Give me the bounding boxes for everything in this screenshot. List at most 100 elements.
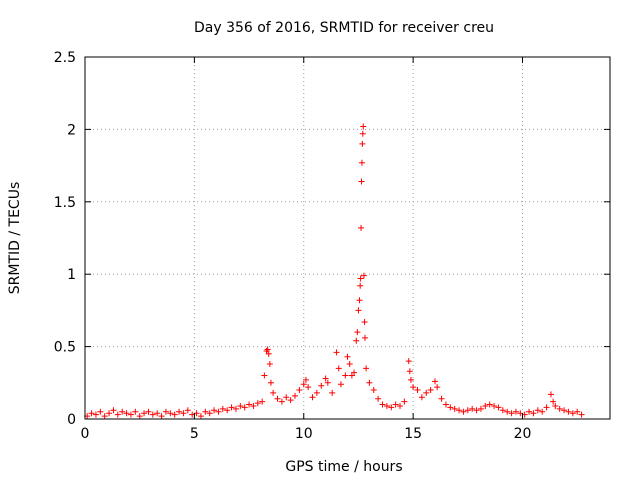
- data-point: [358, 159, 365, 166]
- data-point: [504, 408, 511, 415]
- data-point: [283, 394, 290, 401]
- x-tick-label: 5: [190, 426, 199, 442]
- data-point: [265, 350, 272, 357]
- data-point: [407, 376, 414, 383]
- data-point: [499, 407, 506, 414]
- data-point: [361, 318, 368, 325]
- plot-frame: [84, 56, 611, 420]
- data-point: [543, 404, 550, 411]
- data-point: [184, 407, 191, 414]
- data-point: [123, 410, 130, 417]
- data-point: [278, 398, 285, 405]
- data-point: [574, 408, 581, 415]
- data-point: [101, 413, 108, 420]
- x-tick-label: 0: [81, 426, 90, 442]
- data-point: [451, 405, 458, 412]
- data-point: [362, 334, 368, 341]
- data-point: [561, 407, 568, 414]
- data-point: [211, 407, 218, 414]
- data-point: [274, 395, 281, 402]
- data-point: [267, 379, 274, 386]
- y-tick-label: 2.5: [54, 50, 76, 66]
- data-point: [355, 307, 362, 314]
- data-point: [158, 413, 165, 420]
- data-point: [534, 407, 541, 414]
- y-tick-label: 0.5: [54, 340, 76, 356]
- data-point: [215, 408, 222, 415]
- y-tick-label: 1: [67, 267, 76, 283]
- data-point: [552, 402, 559, 409]
- data-point: [366, 379, 373, 386]
- data-point: [254, 400, 261, 407]
- data-point: [460, 408, 467, 415]
- data-point: [246, 401, 253, 408]
- data-point: [477, 405, 484, 412]
- data-point: [482, 402, 489, 409]
- data-point: [180, 410, 187, 417]
- data-point: [266, 360, 273, 367]
- data-point: [397, 402, 403, 409]
- data-point: [92, 411, 99, 418]
- data-point: [401, 398, 408, 405]
- data-point: [119, 408, 126, 415]
- data-point: [232, 405, 239, 412]
- data-point: [356, 297, 363, 304]
- data-point: [302, 376, 309, 383]
- data-point: [250, 402, 257, 409]
- data-point: [578, 411, 585, 418]
- axis-ticks: 0 5 10 15 20 0 0.5 1 1.5 2 2.5: [54, 50, 610, 442]
- data-point: [337, 381, 344, 388]
- data-point: [141, 410, 148, 417]
- data-point: [333, 349, 340, 356]
- y-tick-label: 0: [67, 412, 76, 428]
- data-point: [359, 130, 366, 137]
- data-point: [261, 372, 268, 379]
- data-point: [149, 411, 156, 418]
- data-point: [358, 178, 365, 185]
- data-point: [241, 404, 248, 411]
- data-point: [162, 408, 169, 415]
- data-point: [392, 401, 399, 408]
- data-point: [363, 365, 370, 372]
- data-point: [410, 384, 417, 391]
- chart-title: Day 356 of 2016, SRMTID for receiver cre…: [194, 20, 494, 36]
- data-point: [145, 408, 152, 415]
- data-point: [353, 337, 360, 344]
- data-point: [176, 408, 183, 415]
- data-point: [360, 123, 367, 130]
- data-point: [438, 395, 445, 402]
- data-point: [270, 389, 277, 396]
- data-point: [127, 411, 134, 418]
- data-point: [318, 382, 325, 389]
- data-point: [379, 401, 386, 408]
- data-point: [114, 411, 121, 418]
- data-point: [354, 329, 361, 336]
- data-point: [335, 365, 342, 372]
- data-point: [88, 410, 95, 417]
- data-point: [324, 379, 331, 386]
- data-point: [167, 410, 174, 417]
- data-point: [344, 353, 351, 360]
- data-point: [423, 389, 430, 396]
- data-point: [418, 394, 425, 401]
- y-tick-label: 1.5: [54, 195, 76, 211]
- x-tick-label: 15: [404, 426, 422, 442]
- data-point: [106, 410, 113, 417]
- data-point: [228, 404, 235, 411]
- data-point: [97, 408, 104, 415]
- data-point: [447, 404, 454, 411]
- x-tick-label: 10: [295, 426, 313, 442]
- data-point: [224, 407, 231, 414]
- data-point: [309, 394, 316, 401]
- data-point: [322, 375, 329, 382]
- data-point: [296, 387, 303, 394]
- data-point: [351, 369, 358, 376]
- data-point: [434, 384, 441, 391]
- data-point: [464, 407, 471, 414]
- data-point: [197, 413, 204, 420]
- y-tick-label: 2: [67, 122, 76, 138]
- x-tick-label: 20: [514, 426, 532, 442]
- data-points: [84, 123, 585, 420]
- data-point: [473, 407, 480, 414]
